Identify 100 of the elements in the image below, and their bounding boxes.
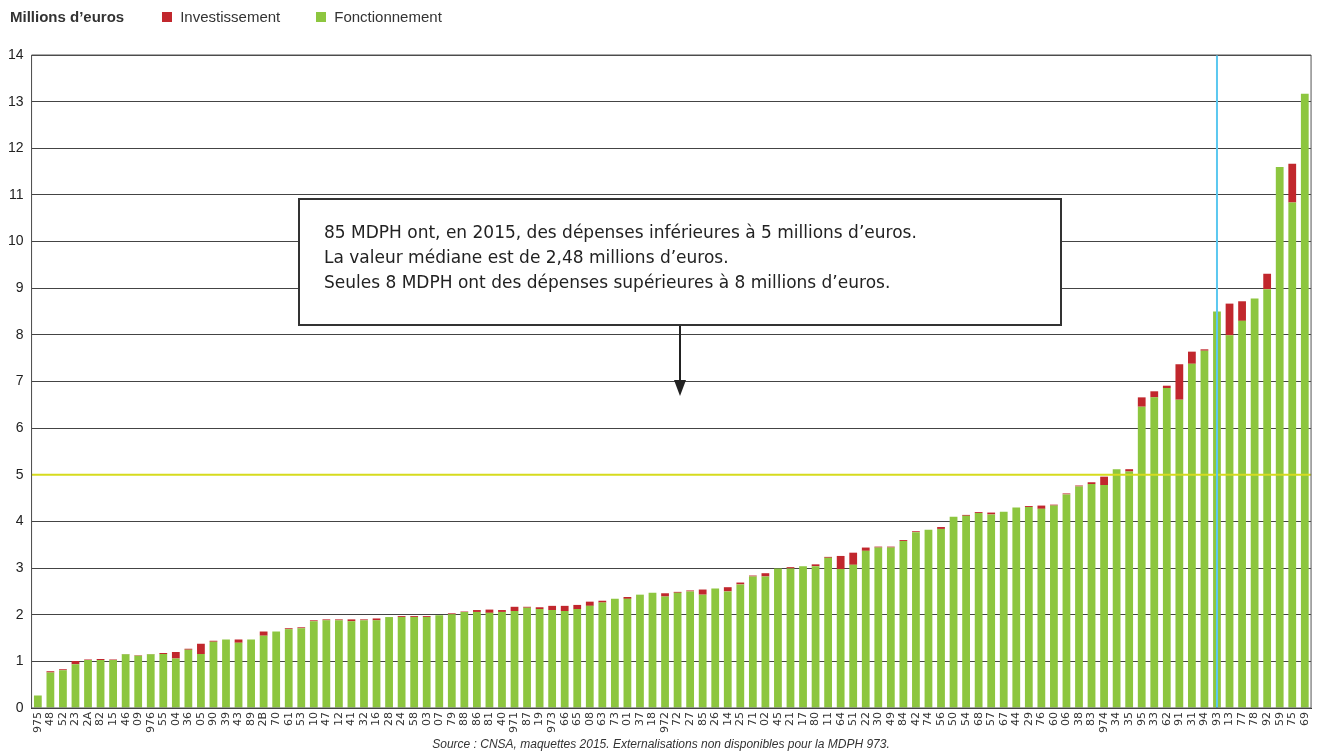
x-tick-label: 08 — [582, 712, 596, 726]
source-note: Source : CNSA, maquettes 2015. Externalisations non disponibles pour la MDPH 973. — [431, 737, 891, 751]
x-tick-label: 07 — [432, 712, 446, 726]
x-tick-label: 79 — [444, 712, 458, 726]
x-tick-label: 35 — [1122, 712, 1136, 726]
x-tick-label: 06 — [1059, 712, 1073, 726]
x-tick-label: 46 — [118, 712, 132, 726]
x-tick-label: 54 — [958, 712, 972, 726]
x-tick-label: 2B — [256, 712, 270, 727]
x-tick-label: 50 — [946, 712, 960, 726]
x-tick-label: 51 — [846, 712, 860, 726]
x-tick-label: 81 — [482, 712, 496, 726]
y-tick-label: 1 — [15, 652, 24, 669]
x-tick-label: 19 — [532, 712, 546, 726]
x-tick-label: 04 — [168, 712, 182, 726]
x-tick-label: 25 — [733, 712, 747, 726]
y-tick-label: 8 — [15, 325, 24, 342]
x-tick-label: 12 — [331, 712, 345, 726]
y-tick-label: 14 — [7, 45, 24, 62]
x-tick-label: 58 — [407, 712, 421, 726]
x-tick-label: 73 — [607, 712, 621, 726]
y-tick-label: 11 — [9, 185, 24, 202]
x-tick-label: 11 — [820, 712, 834, 726]
x-tick-label: 41 — [344, 712, 358, 726]
y-tick-label: 5 — [15, 465, 24, 482]
x-tick-label: 85 — [695, 712, 709, 726]
y-tick-label: 4 — [15, 512, 24, 529]
x-tick-label: 93 — [1209, 712, 1223, 726]
x-tick-label: 94 — [1197, 712, 1211, 726]
x-tick-label: 87 — [519, 712, 533, 726]
legend-label: Fonctionnement — [334, 8, 442, 25]
y-tick-label: 3 — [15, 558, 24, 575]
y-tick-label: 7 — [15, 372, 24, 389]
x-tick-label: 36 — [181, 712, 195, 726]
x-tick-label: 67 — [996, 712, 1010, 726]
x-tick-label: 59 — [1272, 712, 1286, 726]
x-tick-label: 02 — [758, 712, 772, 726]
x-tick-label: 45 — [770, 712, 784, 726]
x-tick-label: 975 — [30, 712, 44, 733]
x-tick-label: 34 — [1109, 712, 1123, 726]
x-tick-label: 55 — [156, 712, 170, 726]
x-tick-label: 69 — [1297, 712, 1311, 726]
x-tick-label: 31 — [1184, 712, 1198, 726]
x-tick-label: 37 — [632, 712, 646, 726]
x-tick-label: 30 — [871, 712, 885, 726]
x-tick-label: 33 — [1147, 712, 1161, 726]
x-tick-label: 03 — [419, 712, 433, 726]
y-tick-label: 12 — [7, 139, 24, 156]
x-tick-label: 89 — [243, 712, 257, 726]
x-tick-label: 18 — [645, 712, 659, 726]
x-tick-label: 49 — [883, 712, 897, 726]
x-tick-label: 976 — [143, 712, 157, 733]
y-tick-label: 0 — [15, 698, 24, 715]
x-tick-label: 16 — [369, 712, 383, 726]
x-tick-label: 52 — [55, 712, 69, 726]
x-tick-label: 13 — [1222, 712, 1236, 726]
x-tick-label: 82 — [93, 712, 107, 726]
x-tick-label: 974 — [1096, 712, 1110, 733]
x-tick-label: 21 — [783, 712, 797, 726]
x-tick-label: 10 — [306, 712, 320, 726]
x-tick-label: 05 — [193, 712, 207, 726]
x-tick-label: 72 — [670, 712, 684, 726]
x-tick-label: 83 — [1084, 712, 1098, 726]
x-tick-label: 68 — [971, 712, 985, 726]
x-tick-label: 56 — [933, 712, 947, 726]
x-tick-label: 29 — [1021, 712, 1035, 726]
x-tick-label: 86 — [469, 712, 483, 726]
x-tick-label: 91 — [1172, 712, 1186, 726]
x-tick-label: 972 — [657, 712, 671, 733]
x-tick-label: 27 — [682, 712, 696, 726]
x-tick-label: 2A — [80, 711, 94, 727]
x-tick-label: 15 — [105, 712, 119, 726]
x-tick-label: 43 — [231, 712, 245, 726]
y-tick-label: 13 — [7, 92, 24, 109]
x-tick-label: 63 — [595, 712, 609, 726]
x-tick-label: 92 — [1260, 712, 1274, 726]
y-axis-title: Millions d’euros — [10, 8, 125, 25]
x-tick-label: 84 — [896, 712, 910, 726]
x-tick-label: 47 — [319, 712, 333, 726]
x-tick-label: 44 — [1009, 712, 1023, 726]
x-tick-label: 24 — [394, 712, 408, 726]
x-tick-label: 90 — [206, 712, 220, 726]
x-tick-label: 64 — [833, 712, 847, 726]
x-tick-label: 76 — [1034, 712, 1048, 726]
x-tick-label: 17 — [795, 712, 809, 726]
x-tick-label: 71 — [745, 712, 759, 726]
x-tick-label: 53 — [294, 712, 308, 726]
x-tick-label: 48 — [43, 712, 57, 726]
x-tick-label: 40 — [494, 712, 508, 726]
x-tick-label: 88 — [457, 712, 471, 726]
callout-box: 85 MDPH ont, en 2015, des dépenses inférieures à 5 millions d’euros. La valeur médiane est de 2,48 millions d’euros. Seules 8 MDPH ont des dépenses supérieures à 8 millions d’euros. — [298, 198, 1062, 326]
legend-label: Investissement — [180, 8, 281, 25]
y-tick-label: 6 — [15, 419, 24, 435]
x-tick-label: 39 — [218, 712, 232, 726]
x-tick-label: 22 — [858, 712, 872, 726]
x-tick-label: 14 — [720, 712, 734, 726]
x-tick-label: 70 — [269, 712, 283, 726]
x-tick-label: 66 — [557, 712, 571, 726]
x-tick-label: 60 — [1046, 712, 1060, 726]
x-tick-label: 26 — [708, 712, 722, 726]
